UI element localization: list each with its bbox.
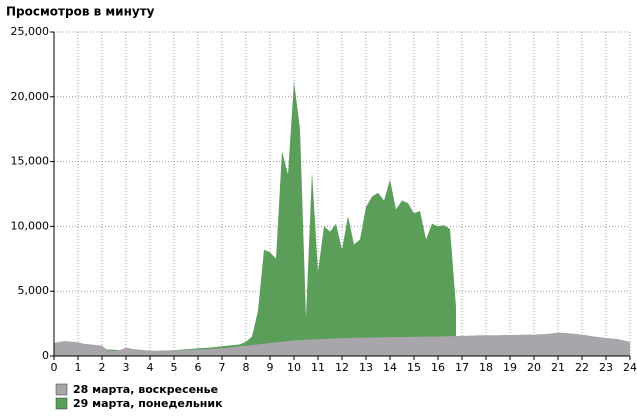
y-tick-label: 15,000 xyxy=(11,155,50,168)
x-tick-label: 2 xyxy=(99,361,106,374)
x-tick-label: 24 xyxy=(623,361,637,374)
x-tick-label: 15 xyxy=(407,361,421,374)
x-tick-label: 13 xyxy=(359,361,373,374)
x-tick-label: 21 xyxy=(551,361,565,374)
x-tick-label: 6 xyxy=(195,361,202,374)
x-tick-label: 3 xyxy=(123,361,130,374)
legend-swatch xyxy=(55,397,68,410)
y-tick-label: 25,000 xyxy=(11,25,50,38)
y-tick-label: 0 xyxy=(42,349,49,362)
x-tick-label: 18 xyxy=(479,361,493,374)
x-tick-label: 12 xyxy=(335,361,349,374)
x-tick-label: 4 xyxy=(147,361,154,374)
area xyxy=(54,332,630,356)
legend-label: 28 марта, воскресенье xyxy=(73,383,218,396)
x-tick-label: 11 xyxy=(311,361,325,374)
x-tick-label: 14 xyxy=(383,361,397,374)
chart-title: Просмотров в минуту xyxy=(6,5,155,19)
x-tick-label: 1 xyxy=(75,361,82,374)
area xyxy=(54,81,456,357)
legend-swatch xyxy=(55,383,68,396)
x-tick-label: 0 xyxy=(51,361,58,374)
y-tick-label: 10,000 xyxy=(11,219,50,232)
x-tick-label: 7 xyxy=(219,361,226,374)
x-tick-label: 17 xyxy=(455,361,469,374)
x-tick-label: 5 xyxy=(171,361,178,374)
x-tick-label: 20 xyxy=(527,361,541,374)
x-tick-label: 8 xyxy=(243,361,250,374)
y-tick-label: 5,000 xyxy=(18,284,50,297)
legend-label: 29 марта, понедельник xyxy=(73,397,223,410)
x-tick-label: 22 xyxy=(575,361,589,374)
x-tick-label: 10 xyxy=(287,361,301,374)
x-tick-label: 19 xyxy=(503,361,517,374)
x-tick-label: 23 xyxy=(599,361,613,374)
x-tick-label: 16 xyxy=(431,361,445,374)
x-tick-label: 9 xyxy=(267,361,274,374)
y-tick-label: 20,000 xyxy=(11,90,50,103)
